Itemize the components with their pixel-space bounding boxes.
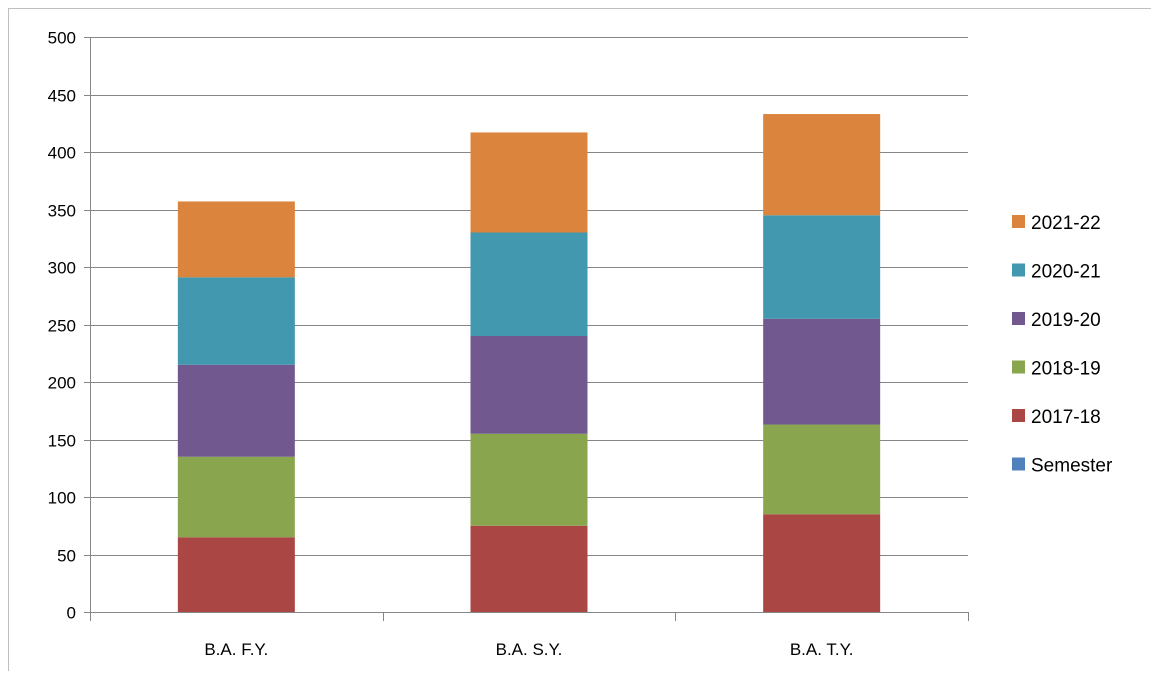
x-tick-label: B.A. T.Y. — [790, 640, 854, 659]
legend-label: 2017-18 — [1031, 407, 1101, 428]
bar-segment-2020-21-B.A. S.Y. — [470, 232, 588, 336]
bar-segment-2018-19-B.A. F.Y. — [177, 456, 295, 538]
x-tick-label: B.A. S.Y. — [496, 640, 563, 659]
bar-segment-2021-22-B.A. T.Y. — [763, 114, 881, 216]
bar-segment-2021-22-B.A. S.Y. — [470, 132, 588, 233]
y-tick-label: 150 — [48, 432, 76, 451]
axes — [84, 37, 969, 621]
legend-swatch — [1012, 409, 1025, 422]
y-tick-label: 400 — [48, 144, 76, 163]
legend: 2021-22 2020-21 2019-20 2018-19 2017-18 Semes… — [1012, 213, 1113, 477]
bars — [177, 114, 881, 612]
legend-label: 2019-20 — [1031, 310, 1101, 331]
bar-segment-2018-19-B.A. S.Y. — [470, 433, 588, 526]
bar-segment-2020-21-B.A. F.Y. — [177, 277, 295, 365]
bar-segment-2019-20-B.A. T.Y. — [763, 318, 881, 425]
y-tick-label: 200 — [48, 374, 76, 393]
legend-swatch — [1012, 263, 1025, 277]
y-axis-tick-labels: 0 50 100 150 200 250 300 350 400 450 500 — [48, 29, 76, 623]
legend-swatch — [1012, 312, 1025, 325]
legend-swatch — [1012, 360, 1025, 374]
y-tick-label: 350 — [48, 202, 76, 221]
bar-segment-2017-18-B.A. F.Y. — [177, 537, 295, 612]
bar-segment-2017-18-B.A. T.Y. — [763, 514, 881, 612]
legend-label: Semester — [1031, 456, 1113, 477]
y-tick-label: 50 — [57, 547, 76, 566]
x-axis-tick-labels: B.A. F.Y. B.A. S.Y. B.A. T.Y. — [204, 640, 853, 659]
y-tick-label: 450 — [48, 87, 76, 106]
y-tick-label: 0 — [67, 604, 76, 623]
legend-label: 2020-21 — [1031, 262, 1101, 283]
chart-frame — [8, 8, 1151, 671]
legend-swatch — [1012, 215, 1025, 228]
y-tick-label: 100 — [48, 489, 76, 508]
y-tick-label: 500 — [48, 29, 76, 48]
bar-segment-2017-18-B.A. S.Y. — [470, 525, 588, 612]
bar-segment-2019-20-B.A. S.Y. — [470, 336, 588, 434]
x-tick-label: B.A. F.Y. — [204, 640, 268, 659]
legend-label: 2018-19 — [1031, 359, 1101, 380]
bar-segment-2019-20-B.A. F.Y. — [177, 364, 295, 457]
legend-swatch — [1012, 457, 1025, 471]
bar-segment-2020-21-B.A. T.Y. — [763, 215, 881, 319]
y-tick-label: 300 — [48, 259, 76, 278]
bar-segment-2021-22-B.A. F.Y. — [177, 201, 295, 278]
legend-label: 2021-22 — [1031, 213, 1101, 234]
bar-segment-2018-19-B.A. T.Y. — [763, 424, 881, 515]
y-tick-label: 250 — [48, 317, 76, 336]
